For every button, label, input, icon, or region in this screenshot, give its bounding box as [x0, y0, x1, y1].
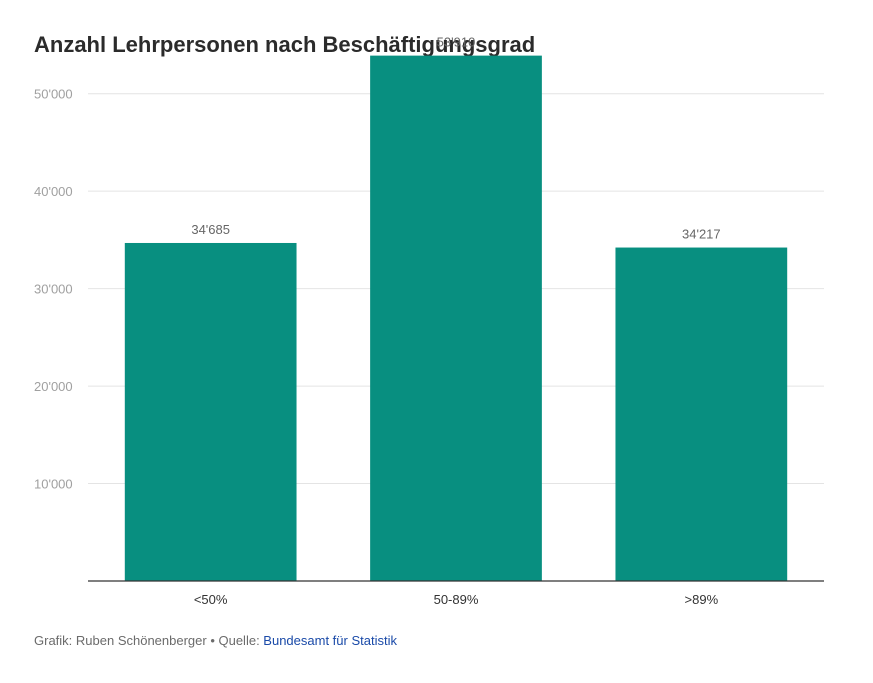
chart-title: Anzahl Lehrpersonen nach Beschäftigungsg…: [34, 32, 536, 57]
y-tick-label: 40'000: [34, 184, 73, 199]
value-label: 34'685: [191, 222, 230, 237]
category-label: 50-89%: [434, 592, 479, 607]
category-label: >89%: [685, 592, 719, 607]
y-tick-label: 10'000: [34, 477, 73, 492]
chart-footer: Grafik: Ruben Schönenberger • Quelle: Bu…: [34, 633, 397, 648]
value-label: 34'217: [682, 227, 721, 242]
bar: [615, 247, 788, 581]
category-label: <50%: [194, 592, 228, 607]
value-label: 53'910: [437, 35, 476, 50]
bar: [124, 242, 297, 581]
bar-chart: 10'000 20'000 30'000 40'000 50'000 <50% 50-89…: [34, 35, 824, 607]
x-axis-labels: <50% 50-89% >89%: [194, 592, 719, 607]
bars: [124, 55, 788, 581]
y-tick-label: 50'000: [34, 87, 73, 102]
y-tick-label: 20'000: [34, 379, 73, 394]
bar: [370, 55, 542, 581]
y-tick-label: 30'000: [34, 282, 73, 297]
footer-credit: Grafik: Ruben Schönenberger • Quelle:: [34, 633, 264, 648]
source-link[interactable]: Bundesamt für Statistik: [263, 633, 397, 648]
value-labels: 34'685 53'910 34'217: [191, 35, 720, 242]
y-axis-ticks: 10'000 20'000 30'000 40'000 50'000: [34, 87, 73, 492]
